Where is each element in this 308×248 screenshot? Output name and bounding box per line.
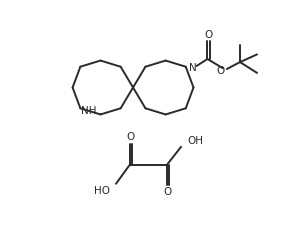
Text: O: O xyxy=(127,132,135,142)
Text: NH: NH xyxy=(81,106,97,116)
Text: N: N xyxy=(189,63,197,73)
Text: HO: HO xyxy=(94,186,110,196)
Text: O: O xyxy=(217,65,225,76)
Text: O: O xyxy=(204,30,212,40)
Text: OH: OH xyxy=(187,136,203,146)
Text: O: O xyxy=(164,187,172,197)
